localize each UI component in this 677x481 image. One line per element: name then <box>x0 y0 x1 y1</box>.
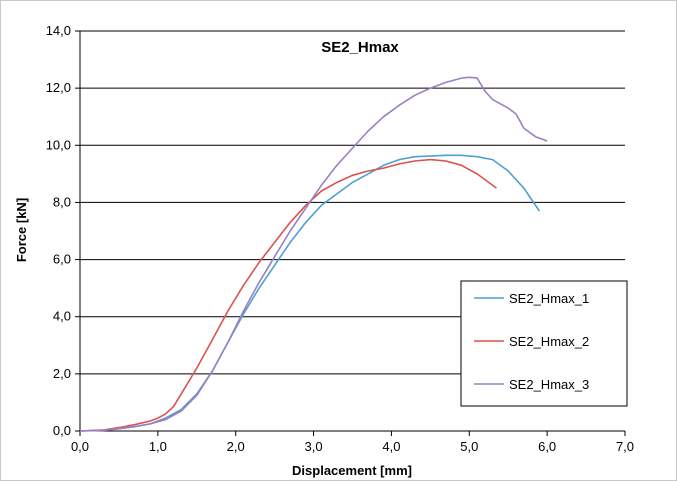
x-tick-label: 7,0 <box>616 439 634 454</box>
legend: SE2_Hmax_1 SE2_Hmax_2 SE2_Hmax_3 <box>460 280 628 407</box>
series-lines <box>79 76 548 432</box>
legend-label-1: SE2_Hmax_1 <box>509 291 589 306</box>
legend-label-2: SE2_Hmax_2 <box>509 334 589 349</box>
x-tick-label: 0,0 <box>71 439 89 454</box>
series-line-1 <box>79 154 541 432</box>
y-tick-label: 14,0 <box>46 23 71 38</box>
y-tick-label: 6,0 <box>53 252 71 267</box>
series-line-3 <box>79 76 548 432</box>
grid-lines <box>80 30 625 375</box>
y-tick-label: 0,0 <box>53 423 71 438</box>
x-tick-label: 2,0 <box>227 439 245 454</box>
x-tick-label: 3,0 <box>305 439 323 454</box>
x-tick-label: 5,0 <box>460 439 478 454</box>
legend-box <box>460 280 628 407</box>
axes <box>75 30 626 436</box>
x-tick-label: 1,0 <box>149 439 167 454</box>
x-tick-label: 6,0 <box>538 439 556 454</box>
y-tick-label: 2,0 <box>53 366 71 381</box>
tick-labels: 0,0 2,0 4,0 6,0 8,0 10,0 12,0 14,0 0,0 1,0 2,0 3,0 4… <box>46 23 634 454</box>
y-tick-label: 10,0 <box>46 137 71 152</box>
series-line-2 <box>79 158 497 432</box>
legend-label-3: SE2_Hmax_3 <box>509 377 589 392</box>
x-axis-title: Displacement [mm] <box>292 463 412 478</box>
chart-title: SE2_Hmax <box>321 39 399 56</box>
y-axis-title: Force [kN] <box>14 198 29 262</box>
y-tick-label: 8,0 <box>53 194 71 209</box>
x-tick-label: 4,0 <box>382 439 400 454</box>
y-tick-label: 12,0 <box>46 80 71 95</box>
y-tick-label: 4,0 <box>53 309 71 324</box>
